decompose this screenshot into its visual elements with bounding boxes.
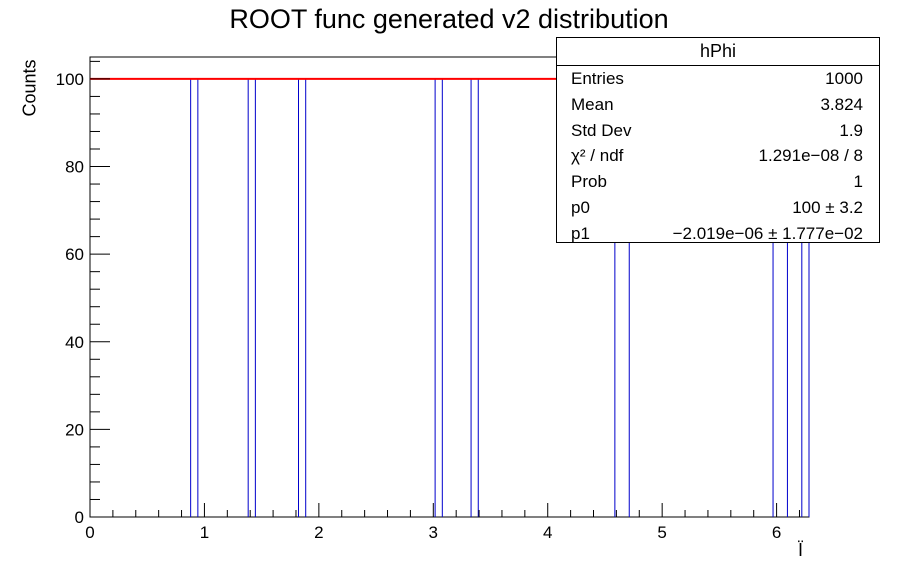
stats-value: −2.019e−06 ± 1.777e−02 <box>672 223 863 243</box>
x-tick-label: 0 <box>85 523 94 542</box>
y-tick-label: 40 <box>65 333 84 352</box>
y-tick-label: 60 <box>65 245 84 264</box>
stats-value: 1.291e−08 / 8 <box>758 146 863 166</box>
stats-key: p1 <box>571 223 590 243</box>
y-tick-label: 0 <box>75 508 84 527</box>
histogram-bar <box>247 78 256 517</box>
histogram-bar <box>190 78 199 517</box>
y-tick-label: 80 <box>65 158 84 177</box>
stats-row: χ² / ndf 1.291e−08 / 8 <box>557 143 879 169</box>
stats-box: hPhi Entries 1000 Mean 3.824 Std Dev 1.9 χ² / … <box>556 37 880 243</box>
stats-value: 3.824 <box>820 94 863 114</box>
stats-row: Mean 3.824 <box>557 92 879 118</box>
histogram-bar <box>434 78 443 517</box>
stats-key: Prob <box>571 172 607 192</box>
stats-key: Entries <box>571 69 624 88</box>
y-tick-label: 100 <box>56 70 84 89</box>
stats-title: hPhi <box>557 38 879 66</box>
x-tick-label: 4 <box>543 523 552 542</box>
stats-row: p1 −2.019e−06 ± 1.777e−02 <box>557 221 879 247</box>
stats-key: χ² / ndf <box>571 146 624 166</box>
y-tick-label: 20 <box>65 420 84 439</box>
histogram-bar <box>298 78 307 517</box>
x-tick-label: 5 <box>657 523 666 542</box>
stats-key: Std Dev <box>571 120 632 140</box>
x-tick-label: 6 <box>772 523 781 542</box>
stats-key: Mean <box>571 94 614 114</box>
stats-row: Prob 1 <box>557 169 879 195</box>
chart-title: ROOT func generated v2 distribution <box>229 4 669 34</box>
histogram-bar <box>470 78 479 517</box>
stats-value: 100 ± 3.2 <box>792 197 863 217</box>
x-tick-label: 2 <box>314 523 323 542</box>
stats-row: p0 100 ± 3.2 <box>557 195 879 221</box>
stats-value: 1.9 <box>839 120 863 140</box>
stats-rows: Entries 1000 Mean 3.824 Std Dev 1.9 χ² / ndf 1.… <box>557 66 879 247</box>
x-tick-label: 1 <box>200 523 209 542</box>
stats-value: 1000 <box>825 69 863 88</box>
stats-key: p0 <box>571 197 590 217</box>
stats-row: Entries 1000 <box>557 66 879 92</box>
x-tick-label: 3 <box>429 523 438 542</box>
stats-row: Std Dev 1.9 <box>557 118 879 144</box>
stats-value: 1 <box>853 172 863 192</box>
x-axis-label: Ï <box>798 540 804 560</box>
